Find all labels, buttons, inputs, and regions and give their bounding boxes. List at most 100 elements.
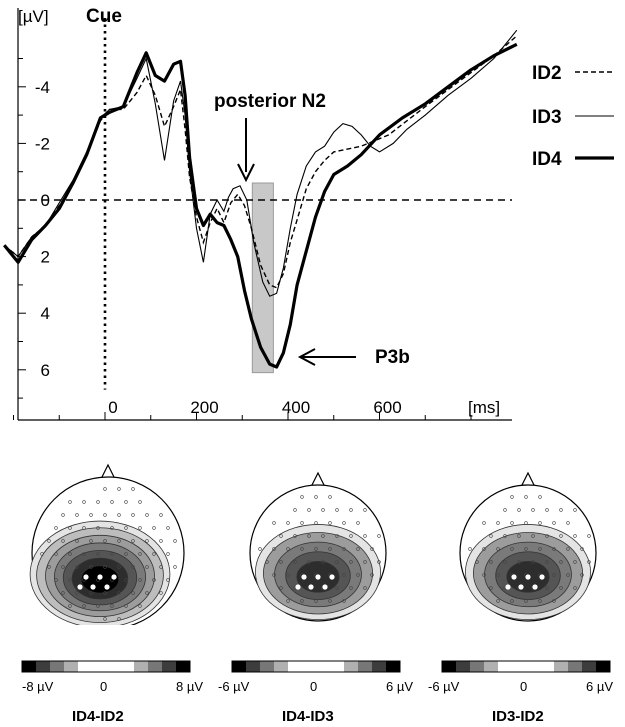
significant-electrode: [518, 584, 524, 590]
electrode-dot: [89, 591, 93, 595]
electrode-dot: [89, 513, 93, 517]
electrode-dot: [328, 599, 332, 603]
electrode-dot: [68, 552, 72, 556]
topomap-head: [249, 471, 387, 622]
electrode-dot: [314, 521, 318, 525]
scale-segment: [50, 661, 65, 672]
electrode-dot: [265, 560, 269, 564]
electrode-dot: [377, 560, 381, 564]
scale-segment: [176, 661, 191, 672]
electrode-dot: [538, 547, 542, 551]
electrode-dot: [335, 560, 339, 564]
electrode-dot: [503, 534, 507, 538]
scale-segment: [526, 661, 541, 672]
electrode-dot: [559, 560, 563, 564]
electrode-dot: [145, 591, 149, 595]
electrode-dot: [524, 495, 528, 499]
electrode-dot: [145, 539, 149, 543]
y-tick-label: -4: [35, 78, 50, 97]
chart-reference-lines: [18, 18, 512, 390]
electrode-dot: [286, 573, 290, 577]
electrode-dot: [124, 604, 128, 608]
x-tick-label: 400: [282, 398, 310, 417]
scale-segment: [302, 661, 317, 672]
electrode-dot: [82, 500, 86, 504]
electrode-dot: [138, 526, 142, 530]
color-scale-bar: [231, 660, 401, 673]
scale-segment: [148, 661, 163, 672]
electrode-dot: [110, 526, 114, 530]
electrode-dot: [482, 521, 486, 525]
electrode-dot: [40, 552, 44, 556]
electrode-dot: [566, 547, 570, 551]
electrode-dot: [152, 578, 156, 582]
electrode-dot: [517, 560, 521, 564]
electrode-dot: [496, 599, 500, 603]
electrode-dot: [117, 591, 121, 595]
electrode-dot: [363, 560, 367, 564]
electrode-dot: [166, 552, 170, 556]
electrode-dot: [131, 513, 135, 517]
electrode-dot: [349, 534, 353, 538]
electrode-dot: [545, 534, 549, 538]
scale-segment: [330, 661, 345, 672]
electrode-dot: [117, 513, 121, 517]
chart-axes: [17, 8, 512, 421]
electrode-dot: [573, 534, 577, 538]
scale-segment: [92, 661, 107, 672]
electrode-dot: [321, 534, 325, 538]
scale-segment: [288, 661, 303, 672]
electrode-dot: [468, 547, 472, 551]
electrode-dot: [117, 617, 121, 621]
electrode-dot: [103, 539, 107, 543]
electrode-dot: [173, 565, 177, 569]
electrode-dot: [110, 552, 114, 556]
significant-electrode: [511, 574, 517, 580]
scale-frame: [21, 660, 191, 673]
legend-label-id3: ID3: [532, 107, 562, 128]
electrode-dot: [89, 539, 93, 543]
electrode-dot: [580, 547, 584, 551]
cue-label: Cue: [86, 6, 122, 27]
electrode-dot: [573, 586, 577, 590]
scale-frame: [441, 660, 611, 673]
electrode-dot: [103, 591, 107, 595]
electrode-dot: [335, 508, 339, 512]
significant-electrode: [315, 574, 321, 580]
electrode-dot: [559, 586, 563, 590]
electrode-dot: [117, 565, 121, 569]
x-tick-label: 200: [190, 398, 218, 417]
electrode-dot: [510, 599, 514, 603]
electrode-dot: [538, 521, 542, 525]
electrode-dot: [145, 565, 149, 569]
y-unit-label: [µV]: [18, 7, 49, 26]
electrode-dot: [342, 521, 346, 525]
y-ticks: -4 -2 0 2 4 6: [18, 58, 50, 399]
electrode-dot: [138, 578, 142, 582]
electrode-dot: [314, 495, 318, 499]
electrode-dot: [496, 573, 500, 577]
electrode-dot: [300, 547, 304, 551]
significant-electrode: [329, 574, 335, 580]
electrode-dot: [96, 604, 100, 608]
electrode-dot: [75, 565, 79, 569]
significant-electrode: [111, 574, 117, 580]
electrode-dot: [138, 552, 142, 556]
electrode-dot: [110, 500, 114, 504]
electrode-dot: [159, 565, 163, 569]
topomap-head: [29, 463, 185, 630]
y-tick-label: -2: [35, 134, 50, 153]
electrode-dot: [61, 591, 65, 595]
topomap-id4-id3: -6 µV 0 6 µV ID4-ID3: [218, 455, 413, 725]
electrode-dot: [47, 565, 51, 569]
erp-chart: 0 200 400 600 -4 -2 0 2 4 6 ID2 ID3 ID4 Cue posteri…: [3, 6, 614, 421]
scale-segment: [316, 661, 331, 672]
electrode-dot: [580, 573, 584, 577]
electrode-dot: [552, 521, 556, 525]
electrode-dot: [75, 539, 79, 543]
electrode-dot: [342, 547, 346, 551]
electrode-dot: [293, 508, 297, 512]
scale-segment: [512, 661, 527, 672]
electrode-dot: [573, 508, 577, 512]
scale-segment: [106, 661, 121, 672]
